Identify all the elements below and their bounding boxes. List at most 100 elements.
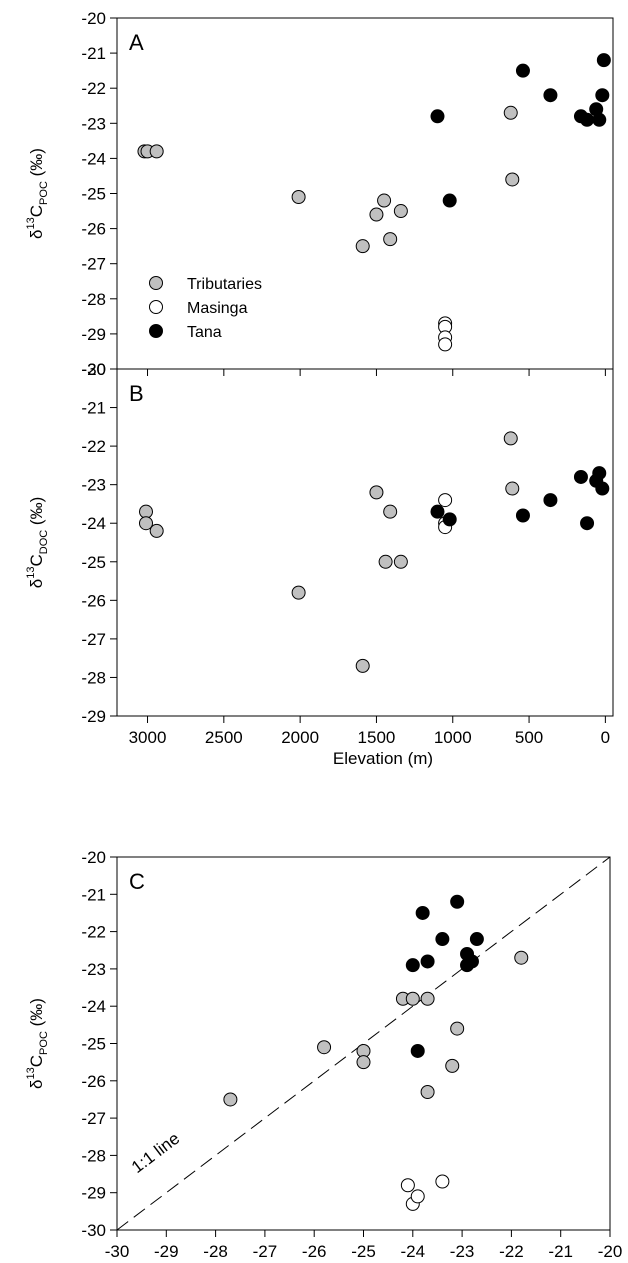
- y-tick-label: -25: [81, 185, 106, 204]
- data-point-tributaries: [420, 991, 435, 1006]
- data-point-tributaries: [383, 504, 398, 519]
- y-tick-label: -21: [81, 44, 106, 63]
- y-tick-label: -28: [81, 668, 106, 687]
- data-point-tana: [592, 112, 607, 127]
- x-tick-label: -30: [105, 1242, 130, 1261]
- data-point-tana: [415, 905, 430, 920]
- data-point-tana: [515, 508, 530, 523]
- data-point-tana: [515, 63, 530, 78]
- data-point-tributaries: [405, 991, 420, 1006]
- legend-marker: [149, 276, 163, 290]
- axis-label-suffix: (‰): [27, 998, 46, 1031]
- x-tick-label: 0: [601, 728, 610, 747]
- y-tick-label: -20: [81, 848, 106, 867]
- data-point-tributaries: [369, 485, 384, 500]
- x-tick-label: 1500: [358, 728, 396, 747]
- x-tick-label: 3000: [129, 728, 167, 747]
- panel-a: -30 -29 -28 -27 -26 -25 -24 -23 -22 -21 -20 A Tribut…: [81, 9, 614, 379]
- data-point-tana: [595, 481, 610, 496]
- axis-label-main: C: [27, 205, 46, 217]
- data-point-tributaries: [138, 516, 153, 531]
- data-point-tana: [430, 109, 445, 124]
- axis-label-prefix: δ: [27, 579, 46, 588]
- axis-label-prefix: δ: [27, 1079, 46, 1088]
- y-tick-label: -21: [81, 399, 106, 418]
- panel-label: C: [129, 869, 145, 894]
- axis-label-prefix: δ: [27, 229, 46, 238]
- data-point-tributaries: [505, 481, 520, 496]
- data-point-tana: [435, 932, 450, 947]
- data-point-masinga: [410, 1189, 425, 1204]
- x-tick-label: 2000: [281, 728, 319, 747]
- data-point-masinga: [438, 337, 453, 352]
- y-tick-label: -22: [81, 437, 106, 456]
- data-point-tana: [592, 466, 607, 481]
- axis-label-main: C: [27, 554, 46, 566]
- data-point-tributaries: [223, 1092, 238, 1107]
- axis-label-sup: 13: [25, 567, 37, 579]
- y-tick-label: -28: [81, 290, 106, 309]
- data-point-tributaries: [317, 1040, 332, 1055]
- x-tick-label: 500: [515, 728, 543, 747]
- legend-marker: [149, 300, 163, 314]
- data-point-tributaries: [291, 190, 306, 205]
- x-tick-label: -22: [499, 1242, 524, 1261]
- data-point-tributaries: [505, 172, 520, 187]
- y-axis-label: δ13CPOC (‰): [25, 998, 50, 1089]
- y-tick-label: -30: [81, 360, 106, 379]
- y-tick-label: -25: [81, 1035, 106, 1054]
- axis-label-sub: DOC: [38, 530, 50, 555]
- axis-label-main: C: [27, 1055, 46, 1067]
- x-tick-label: -23: [450, 1242, 475, 1261]
- data-point-tributaries: [383, 232, 398, 247]
- x-tick-label: -24: [401, 1242, 426, 1261]
- data-point-tributaries: [503, 431, 518, 446]
- data-point-tana: [573, 469, 588, 484]
- data-point-tributaries: [355, 658, 370, 673]
- x-tick-label: 1000: [434, 728, 472, 747]
- data-point-tana: [580, 516, 595, 531]
- data-point-masinga: [435, 1174, 450, 1189]
- panel-label: B: [129, 381, 144, 406]
- data-point-tana: [405, 958, 420, 973]
- panel-c: -30 -29 -28 -27 -26 -25 -24 -23 -22 -21 -20 -30 -29 -…: [81, 848, 622, 1261]
- one-to-one-line-label: 1:1 line: [128, 1129, 183, 1177]
- y-tick-label: -27: [81, 255, 106, 274]
- y-tick-label: -30: [81, 1221, 106, 1240]
- y-tick-label: -25: [81, 553, 106, 572]
- y-tick-label: -23: [81, 476, 106, 495]
- data-point-tana: [442, 512, 457, 527]
- y-tick-label: -21: [81, 885, 106, 904]
- legend-label: Tana: [187, 324, 222, 341]
- data-point-tana: [442, 193, 457, 208]
- y-tick-label: -26: [81, 1072, 106, 1091]
- axis-label-suffix: (‰): [27, 497, 46, 530]
- panel-b: -29 -28 -27 -26 -25 -24 -23 -22 -21 -20 3000 2500 20…: [81, 360, 614, 768]
- data-point-tributaries: [377, 193, 392, 208]
- axis-label-suffix: (‰): [27, 148, 46, 181]
- data-point-tributaries: [393, 204, 408, 219]
- data-point-tana: [460, 958, 475, 973]
- data-point-tana: [543, 88, 558, 103]
- data-point-tributaries: [149, 523, 164, 538]
- x-tick-label: -20: [598, 1242, 623, 1261]
- data-point-tana: [469, 932, 484, 947]
- data-point-tributaries: [445, 1058, 460, 1073]
- x-tick-label: -29: [154, 1242, 179, 1261]
- y-tick-label: -26: [81, 591, 106, 610]
- y-tick-label: -26: [81, 220, 106, 239]
- legend: Tributaries Masinga Tana: [149, 276, 262, 341]
- y-tick-label: -24: [81, 149, 106, 168]
- y-tick-label: -23: [81, 114, 106, 133]
- y-tick-label: -22: [81, 923, 106, 942]
- y-tick-label: -23: [81, 960, 106, 979]
- x-tick-label: -28: [203, 1242, 228, 1261]
- y-tick-label: -22: [81, 79, 106, 98]
- y-tick-label: -24: [81, 514, 106, 533]
- data-point-tributaries: [355, 239, 370, 254]
- axis-label-sub: POC: [38, 181, 50, 205]
- x-axis-label: Elevation (m): [333, 749, 433, 768]
- data-point-masinga: [438, 493, 453, 508]
- y-tick-label: -27: [81, 630, 106, 649]
- data-point-tana: [410, 1043, 425, 1058]
